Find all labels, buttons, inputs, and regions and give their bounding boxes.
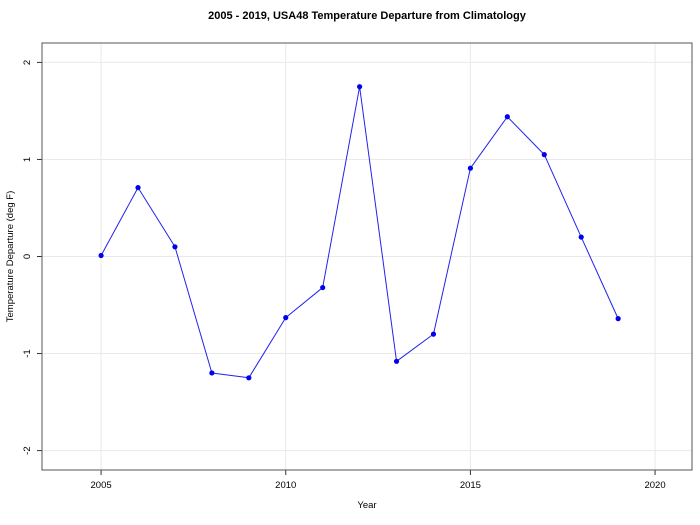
x-tick-label: 2020 [644, 480, 665, 491]
chart-title: 2005 - 2019, USA48 Temperature Departure… [208, 10, 527, 22]
data-point [393, 358, 400, 364]
tick-labels: 2005 2010 2015 2020 -2 -1 0 1 2 [22, 60, 666, 491]
y-tick-label: 1 [22, 157, 33, 162]
y-tick-label: 0 [22, 254, 33, 259]
plot-border [41, 42, 693, 471]
y-axis-label: Temperature Departure (deg F) [5, 191, 16, 322]
x-tick-label: 2005 [91, 480, 112, 491]
data-point [320, 284, 326, 291]
data-point [283, 315, 289, 321]
data-point [504, 114, 510, 120]
data-point [246, 375, 252, 381]
line-series [98, 84, 621, 381]
y-tick-label: -2 [22, 446, 33, 454]
data-point [98, 252, 104, 259]
y-tick-label: 2 [22, 60, 33, 65]
data-point [357, 84, 363, 90]
data-point [209, 370, 215, 376]
gridlines [42, 43, 692, 470]
data-point [172, 244, 178, 250]
x-axis-label: Year [357, 500, 376, 511]
data-point [430, 331, 437, 337]
series-line [100, 86, 619, 379]
data-point [541, 152, 547, 158]
y-tick-label: -1 [22, 349, 33, 357]
data-point [578, 234, 584, 240]
axis-ticks [37, 61, 656, 475]
data-point [615, 316, 621, 322]
data-point [135, 184, 141, 191]
x-tick-label: 2015 [460, 480, 481, 491]
data-point [467, 165, 474, 171]
x-tick-label: 2010 [275, 480, 296, 491]
